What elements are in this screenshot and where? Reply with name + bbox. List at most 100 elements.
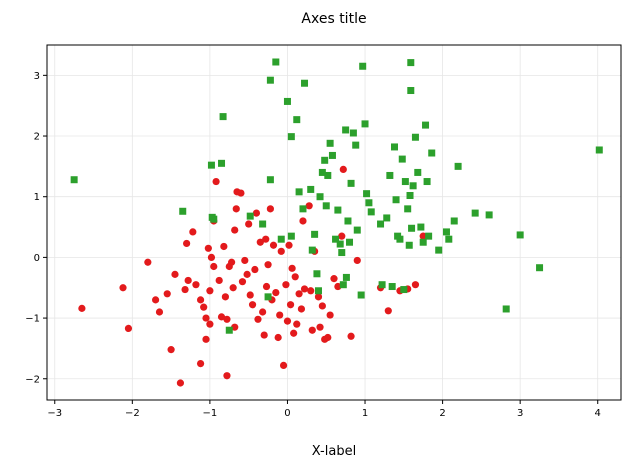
data-point-square [411,133,419,141]
data-point-circle [283,317,292,325]
x-tick-label: 2 [439,408,445,419]
data-point-square [246,212,254,220]
y-tick-label: 1 [34,192,40,203]
data-point-square [347,179,355,187]
data-point-square [266,76,274,84]
data-point-circle [308,326,316,334]
data-point-square [536,264,544,272]
data-point-circle [217,313,226,321]
data-point-square [349,129,357,137]
data-point-square [259,220,267,228]
data-point-square [318,168,326,176]
data-point-square [388,283,396,291]
data-point-square [334,206,342,214]
data-point-square [435,246,443,254]
x-tick-label: −1 [203,408,218,419]
data-point-circle [419,232,427,240]
data-point-square [321,156,329,164]
data-point-circle [347,332,355,340]
data-point-circle [256,238,264,246]
data-point-circle [155,308,164,316]
data-point-square [179,207,187,215]
data-point-square [423,178,431,186]
data-point-square [346,238,354,246]
data-point-square [352,141,360,149]
data-point-square [377,220,385,228]
data-point-circle [384,307,392,315]
data-point-square [396,235,404,243]
data-point-circle [237,189,245,197]
data-point-square [218,159,226,167]
data-point-circle [285,241,293,249]
data-point-square [342,126,350,134]
data-point-circle [411,281,420,289]
data-point-square [316,193,324,201]
series-2 [70,58,603,334]
data-point-circle [231,226,239,234]
data-point-circle [210,262,218,271]
data-point-square [502,305,510,313]
data-point-square [401,178,409,186]
data-point-circle [291,273,299,281]
data-point-square [313,270,321,278]
data-point-square [419,238,427,246]
data-point-square [404,205,412,213]
data-point-circle [119,284,127,292]
data-point-circle [259,308,267,316]
x-axis-label: X-label [312,444,356,459]
x-tick-label: −3 [47,408,62,419]
data-point-circle [252,209,261,217]
data-point-circle [196,359,205,368]
data-point-circle [78,304,86,312]
data-point-square [485,211,493,219]
data-point-circle [206,287,214,295]
data-point-circle [241,256,249,265]
data-point-circle [334,282,342,291]
data-point-square [210,215,218,223]
data-point-circle [167,346,175,354]
data-point-square [322,202,330,210]
data-point-circle [262,235,270,243]
data-point-square [339,281,347,289]
data-point-square [70,176,78,184]
data-point-circle [305,202,313,210]
data-point-square [445,235,453,243]
data-point-square [595,146,603,154]
axis-ticks: −3 −2 −1 0 1 2 3 4 −2 −1 0 1 2 3 [25,71,601,419]
data-point-circle [260,331,268,339]
data-point-square [353,226,361,234]
plot-area [47,45,621,400]
data-point-square [344,217,352,225]
data-point-circle [330,275,338,283]
data-point-square [324,171,332,179]
data-point-circle [262,282,271,291]
x-tick-label: 3 [517,408,523,419]
data-point-circle [318,302,326,310]
data-point-circle [326,311,334,319]
data-point-circle [316,323,324,331]
data-point-circle [163,290,171,298]
data-point-circle [246,291,254,299]
plot-frame [46,44,622,401]
data-point-circle [192,281,200,289]
data-point-square [264,293,272,301]
data-point-square [219,113,227,121]
data-point-square [407,59,415,67]
data-point-square [342,273,350,281]
y-tick-label: 3 [34,71,40,82]
data-point-square [408,224,416,232]
data-point-square [332,235,340,243]
data-point-square [295,188,303,196]
data-point-circle [200,303,208,311]
data-point-circle [144,258,152,266]
data-point-square [409,182,417,190]
data-point-circle [206,320,214,328]
data-point-circle [290,329,298,337]
data-point-square [405,241,413,249]
data-point-square [225,326,233,334]
y-tick-label: −1 [25,314,40,325]
data-point-square [392,196,400,204]
data-point-square [454,162,462,170]
data-point-circle [245,220,253,228]
data-point-circle [277,247,285,255]
